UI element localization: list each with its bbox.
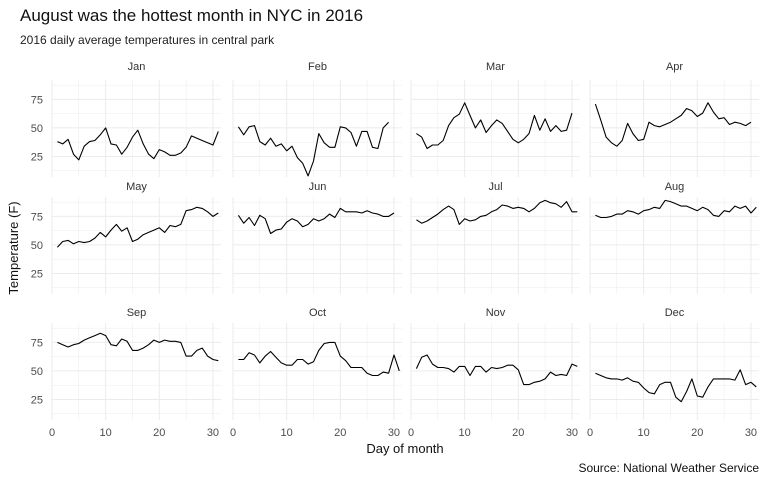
series-line-apr (594, 102, 752, 147)
y-axis-title: Temperature (F) (6, 201, 21, 294)
x-tick-label: 30 (388, 427, 400, 439)
facet-jun: Jun (232, 181, 402, 294)
series-line-may (56, 206, 219, 248)
series-line-aug (595, 199, 757, 219)
y-tick-label: 75 (31, 94, 43, 106)
series-line-dec (595, 369, 757, 403)
facet-label: Aug (665, 181, 685, 193)
facet-jan: Jan (51, 61, 221, 177)
y-tick-label: 25 (31, 151, 43, 163)
y-tick-label: 25 (31, 268, 43, 280)
x-tick-label: 20 (512, 427, 524, 439)
facet-label: Nov (486, 307, 506, 319)
series-line-jul (416, 199, 578, 225)
facet-apr: Apr (589, 61, 759, 177)
series-line-nov (415, 354, 578, 386)
x-tick-label: 0 (230, 427, 236, 439)
facet-label: Mar (486, 61, 505, 73)
facet-may: May (51, 181, 221, 294)
series-line-jun (237, 207, 395, 235)
chart-subtitle: 2016 daily average temperatures in centr… (20, 33, 275, 47)
facet-sep: Sep (51, 307, 221, 420)
y-tick-labels: 25 50 75 25 50 75 25 50 75 (31, 94, 43, 406)
x-tick-labels: 0 10 20 30 0 10 20 30 0 10 20 30 0 10 20 30 (49, 427, 757, 439)
facet-feb: Feb (232, 61, 402, 177)
x-tick-label: 20 (153, 427, 165, 439)
y-tick-label: 50 (31, 123, 43, 135)
facet-jul: Jul (410, 181, 580, 294)
facet-label: Sep (127, 307, 147, 319)
series-line-mar (416, 102, 573, 150)
facet-label: Oct (309, 307, 326, 319)
x-tick-label: 20 (334, 427, 346, 439)
y-tick-label: 25 (31, 394, 43, 406)
chart-title: August was the hottest month in NYC in 2… (20, 6, 364, 25)
series-line-oct (238, 341, 400, 377)
facet-label: Jun (309, 181, 327, 193)
facet-oct: Oct (232, 307, 402, 420)
facet-dec: Dec (589, 307, 759, 420)
y-tick-label: 75 (31, 211, 43, 223)
x-tick-label: 0 (408, 427, 414, 439)
facet-label: Jan (128, 61, 146, 73)
facet-nov: Nov (410, 307, 580, 420)
facet-label: Feb (308, 61, 327, 73)
facet-aug: Aug (589, 181, 759, 294)
chart-caption: Source: National Weather Service (578, 461, 759, 475)
x-tick-label: 0 (587, 427, 593, 439)
x-tick-label: 10 (638, 427, 650, 439)
x-tick-label: 30 (745, 427, 757, 439)
series-line-jan (57, 127, 219, 161)
x-tick-label: 20 (691, 427, 703, 439)
x-tick-label: 10 (281, 427, 293, 439)
facet-mar: Mar (410, 61, 580, 177)
series-line-feb (237, 121, 389, 177)
y-tick-label: 75 (31, 337, 43, 349)
series-line-sep (57, 332, 219, 362)
facet-label: Dec (665, 307, 685, 319)
x-tick-label: 0 (49, 427, 55, 439)
facet-panels: Jan Feb Mar Apr May Jun Jul Aug Sep Oct Nov Dec (51, 61, 759, 420)
x-tick-label: 10 (100, 427, 112, 439)
facet-label: May (126, 181, 147, 193)
y-tick-label: 50 (31, 366, 43, 378)
facet-label: Jul (488, 181, 502, 193)
x-tick-label: 30 (207, 427, 219, 439)
x-axis-title: Day of month (366, 441, 443, 456)
x-tick-label: 30 (566, 427, 578, 439)
y-tick-label: 50 (31, 240, 43, 252)
facet-label: Apr (666, 61, 683, 73)
x-tick-label: 10 (459, 427, 471, 439)
